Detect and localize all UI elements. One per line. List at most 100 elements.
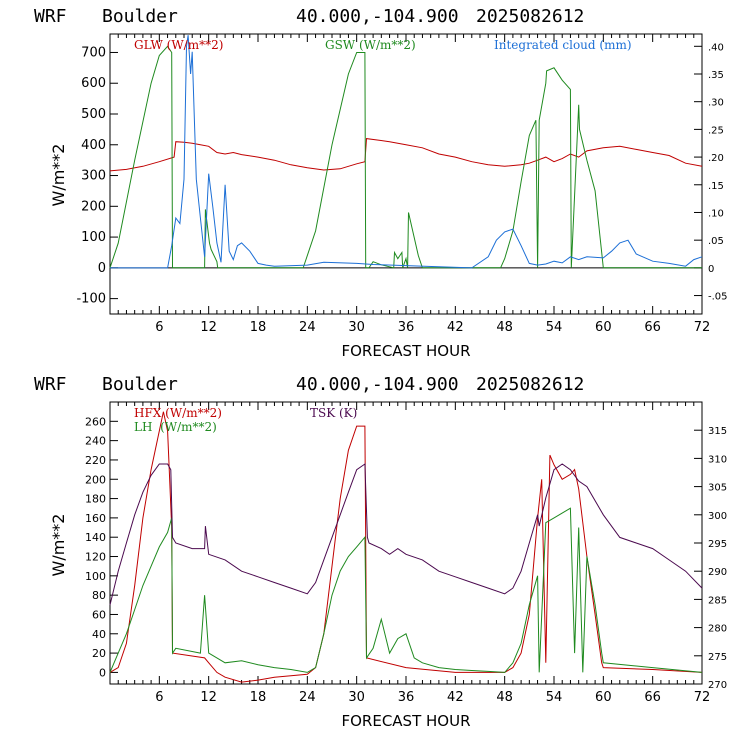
- y-right-tick-label: .35: [708, 70, 724, 81]
- y-right-tick-label: 280: [708, 624, 727, 635]
- legend-glw: GLW (W/m**2): [134, 38, 223, 52]
- x-tick-label: 60: [595, 690, 612, 705]
- x-tick-label: 30: [348, 320, 365, 335]
- legend-tsk: TSK (K): [310, 406, 357, 420]
- x-tick-label: 6: [155, 690, 163, 705]
- y-right-tick-label: .40: [708, 42, 724, 53]
- y-right-tick-label: -.05: [708, 292, 728, 303]
- y-right-tick-label: 300: [708, 511, 727, 522]
- x-tick-label: 72: [694, 320, 711, 335]
- x-tick-label: 72: [694, 690, 711, 705]
- x-tick-label: 42: [447, 320, 464, 335]
- y-tick-label: 600: [81, 76, 106, 91]
- x-tick-label: 12: [200, 320, 217, 335]
- x-axis: 6 12 18 24 30 36 42 48 54 60 66 72: [109, 34, 711, 335]
- x-tick-label: 48: [496, 320, 513, 335]
- y-right-tick-label: .20: [708, 153, 724, 164]
- y-tick-label: 160: [85, 512, 106, 525]
- y-right-tick-label: 275: [708, 652, 727, 663]
- x-tick-label: 18: [250, 690, 267, 705]
- series-line-tsk: [109, 463, 703, 606]
- y-tick-label: 700: [81, 45, 106, 60]
- x-tick-label: 36: [398, 690, 415, 705]
- y-axis-label: W/m**2: [49, 144, 68, 207]
- y-tick-label: 200: [81, 199, 106, 214]
- y-tick-label: 180: [85, 493, 106, 506]
- y-right-tick-label: 290: [708, 567, 727, 578]
- x-tick-label: 48: [496, 690, 513, 705]
- y-right-tick-label: 285: [708, 595, 727, 606]
- y-tick-label: 100: [81, 230, 106, 245]
- y-tick-label: 300: [81, 169, 106, 184]
- x-tick-label: 66: [644, 690, 661, 705]
- y-right-tick-label: .30: [708, 98, 724, 109]
- y-tick-label: 20: [92, 647, 106, 660]
- x-tick-label: 60: [595, 320, 612, 335]
- series-line-lh: [109, 507, 703, 673]
- y-tick-label: 0: [99, 666, 106, 679]
- y-right-tick-label: .15: [708, 181, 724, 192]
- y-axis-left: -100 0 100 200 300 400 500 600 700: [76, 45, 118, 307]
- x-axis: 6 12 18 24 30 36 42 48 54 60 66 72: [109, 402, 711, 705]
- x-axis-label: FORECAST HOUR: [341, 712, 470, 730]
- header-coords: 40.000,-104.900: [296, 6, 459, 27]
- x-tick-label: 42: [447, 690, 464, 705]
- chart-radiation-cloud: WRF Boulder 40.000,-104.900 2025082612 6…: [34, 6, 728, 360]
- y-right-tick-label: .25: [708, 125, 724, 136]
- header-model: WRF: [34, 374, 67, 395]
- y-right-tick-label: 305: [708, 483, 727, 494]
- legend-hfx: HFX (W/m**2): [134, 406, 222, 420]
- x-tick-label: 6: [155, 320, 163, 335]
- y-tick-label: 400: [81, 138, 106, 153]
- x-tick-label: 18: [250, 320, 267, 335]
- legend-gsw: GSW (W/m**2): [325, 38, 416, 52]
- y-axis-label: W/m**2: [49, 514, 68, 577]
- x-tick-label: 12: [200, 690, 217, 705]
- y-right-tick-label: 295: [708, 539, 727, 550]
- plot-frame: [109, 401, 703, 685]
- header-run: 2025082612: [476, 6, 584, 27]
- series-line-hfx: [109, 411, 703, 683]
- y-tick-label: 100: [85, 570, 106, 583]
- x-axis-label: FORECAST HOUR: [341, 342, 470, 360]
- header-run: 2025082612: [476, 374, 584, 395]
- x-tick-label: 54: [546, 320, 563, 335]
- y-right-tick-label: 310: [708, 454, 727, 465]
- y-tick-label: 500: [81, 107, 106, 122]
- series-line-cloud: [110, 35, 703, 269]
- y-tick-label: 80: [92, 589, 106, 602]
- y-axis-right: 270 275 280 285 290 295 300 305 310 315: [694, 426, 727, 691]
- series-line-glw: [109, 138, 703, 172]
- legend-cloud: Integrated cloud (mm): [494, 38, 632, 52]
- legend-lh: LH (W/m**2): [134, 420, 217, 434]
- y-axis-right: -.05 0 .05 .10 .15 .20 .25 .30 .35 .40: [694, 42, 728, 303]
- x-tick-label: 66: [644, 320, 661, 335]
- header-location: Boulder: [102, 6, 178, 27]
- y-tick-label: 120: [85, 551, 106, 564]
- y-right-tick-label: 315: [708, 426, 727, 437]
- y-axis-left: 0 20 40 60 80 100 120 140 160 180 200 220 240 260: [85, 415, 118, 679]
- y-right-tick-label: .05: [708, 236, 724, 247]
- plot-frame: [109, 33, 703, 315]
- y-tick-label: 240: [85, 435, 106, 448]
- header-coords: 40.000,-104.900: [296, 374, 459, 395]
- x-tick-label: 24: [299, 320, 316, 335]
- y-tick-label: 260: [85, 415, 106, 428]
- y-tick-label: 40: [92, 628, 106, 641]
- y-tick-label: -100: [76, 292, 106, 307]
- y-tick-label: 200: [85, 473, 106, 486]
- x-tick-label: 54: [546, 690, 563, 705]
- header-model: WRF: [34, 6, 67, 27]
- x-tick-label: 24: [299, 690, 316, 705]
- y-tick-label: 0: [98, 261, 106, 276]
- header-location: Boulder: [102, 374, 178, 395]
- y-right-tick-label: 0: [708, 264, 714, 275]
- x-tick-label: 36: [398, 320, 415, 335]
- y-tick-label: 60: [92, 608, 106, 621]
- y-tick-label: 140: [85, 531, 106, 544]
- x-tick-label: 30: [348, 690, 365, 705]
- chart-heat-flux-skin-temp: WRF Boulder 40.000,-104.900 2025082612 6…: [34, 374, 727, 730]
- y-tick-label: 220: [85, 454, 106, 467]
- y-right-tick-label: 270: [708, 680, 727, 691]
